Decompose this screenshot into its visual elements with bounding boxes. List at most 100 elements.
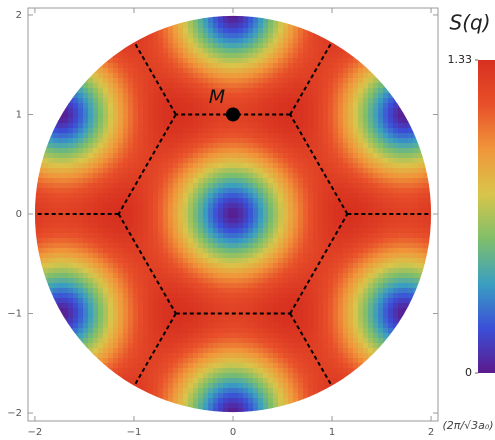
density-cell [228,343,234,349]
density-cell [78,263,84,269]
density-cell [163,23,169,29]
density-cell [48,343,54,349]
density-cell [163,88,169,94]
density-cell [233,248,239,254]
density-cell [178,338,184,344]
density-cell [233,138,239,144]
density-cell [248,328,254,334]
density-cell [313,63,319,69]
density-cell [53,378,59,384]
density-cell [303,38,309,44]
density-cell [153,128,159,134]
density-cell [158,18,164,24]
density-cell [258,208,264,214]
density-cell [158,263,164,269]
density-cell [123,318,129,324]
density-cell [53,68,59,74]
density-cell [48,183,54,189]
density-cell [83,8,89,14]
density-cell [43,288,49,294]
density-cell [108,138,114,144]
density-cell [218,388,224,394]
density-cell [43,383,49,389]
density-cell [188,278,194,284]
density-cell [34,228,39,234]
density-cell [78,328,84,334]
density-cell [298,408,304,413]
density-cell [253,263,259,269]
density-cell [263,173,269,179]
density-cell [153,248,159,254]
density-cell [323,363,329,369]
density-cell [133,378,139,384]
density-cell [223,38,229,44]
density-cell [43,188,49,194]
density-cell [34,143,39,149]
density-cell [133,373,139,379]
density-cell [223,98,229,104]
density-cell [243,173,249,179]
density-cell [323,223,329,229]
density-cell [248,138,254,144]
density-cell [48,298,54,304]
density-cell [173,293,179,299]
density-cell [288,8,294,14]
density-cell [113,78,119,84]
density-cell [148,103,154,109]
density-cell [223,58,229,64]
density-cell [228,188,234,194]
density-cell [78,393,84,399]
density-cell [198,8,204,14]
density-cell [58,118,64,124]
density-cell [263,98,269,104]
density-cell [153,388,159,394]
density-cell [173,188,179,194]
density-cell [43,303,49,309]
density-cell [328,53,334,59]
density-cell [113,308,119,314]
density-cell [34,328,39,334]
density-cell [198,358,204,364]
density-cell [98,278,104,284]
density-cell [63,48,69,54]
density-cell [103,68,109,74]
density-cell [178,233,184,239]
density-cell [203,128,209,134]
density-cell [83,38,89,44]
density-cell [243,298,249,304]
density-cell [53,393,59,399]
density-cell [148,188,154,194]
density-cell [298,248,304,254]
density-cell [88,298,94,304]
density-cell [268,363,274,369]
density-cell [193,63,199,69]
density-cell [143,83,149,89]
density-cell [308,253,314,259]
density-cell [228,48,234,54]
density-cell [288,398,294,404]
density-cell [93,83,99,89]
density-cell [198,48,204,54]
density-cell [143,288,149,294]
density-cell [148,88,154,94]
density-cell [168,223,174,229]
density-cell [273,213,279,219]
density-cell [268,23,274,29]
density-cell [148,238,154,244]
density-cell [168,373,174,379]
density-cell [263,353,269,359]
density-cell [228,158,234,164]
density-cell [153,278,159,284]
density-cell [128,103,134,109]
density-cell [218,233,224,239]
density-cell [188,378,194,384]
density-cell [148,283,154,289]
density-cell [68,158,74,164]
density-cell [313,93,319,99]
density-cell [138,23,144,29]
density-cell [183,288,189,294]
density-cell [158,33,164,39]
density-cell [248,208,254,214]
density-cell [238,43,244,49]
density-cell [153,133,159,139]
